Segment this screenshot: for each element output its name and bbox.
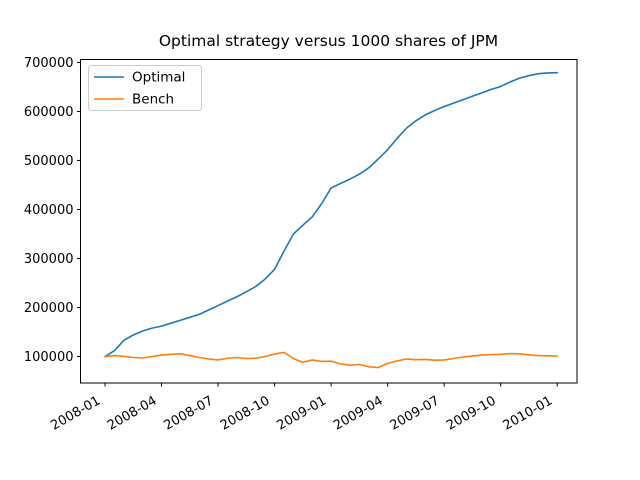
legend-label-optimal: Optimal [132,70,185,86]
series-group [104,71,559,369]
x-tick-label: 2008-07 [162,393,217,433]
x-tick-label: 2009-07 [388,393,443,433]
x-tick-label: 2008-01 [48,393,103,433]
x-tick-label: 2008-04 [105,393,160,433]
x-axis: 2008-01 2008-04 2008-07 2008-10 2009-01 2009-… [48,383,558,434]
y-tick-label: 400000 [24,203,74,218]
x-tick-label: 2009-01 [275,393,330,433]
x-tick-label: 2008-10 [218,393,273,433]
chart-title: Optimal strategy versus 1000 shares of J… [159,32,498,50]
y-tick-label: 700000 [24,56,74,71]
y-tick-label: 600000 [24,105,74,120]
y-tick-label: 500000 [24,154,74,169]
y-tick-label: 100000 [24,350,74,365]
y-axis: 100000 200000 300000 400000 500000 600000 7000… [24,56,81,365]
x-tick-label: 2010-01 [501,393,556,433]
legend: Optimal Bench [88,65,202,111]
bench-line [104,351,559,369]
optimal-line [104,71,559,358]
y-tick-label: 300000 [24,252,74,267]
y-tick-label: 200000 [24,301,74,316]
x-tick-label: 2009-04 [331,393,386,433]
plot-area-border [80,59,578,384]
x-tick-label: 2009-10 [444,393,499,433]
legend-label-bench: Bench [132,92,174,108]
